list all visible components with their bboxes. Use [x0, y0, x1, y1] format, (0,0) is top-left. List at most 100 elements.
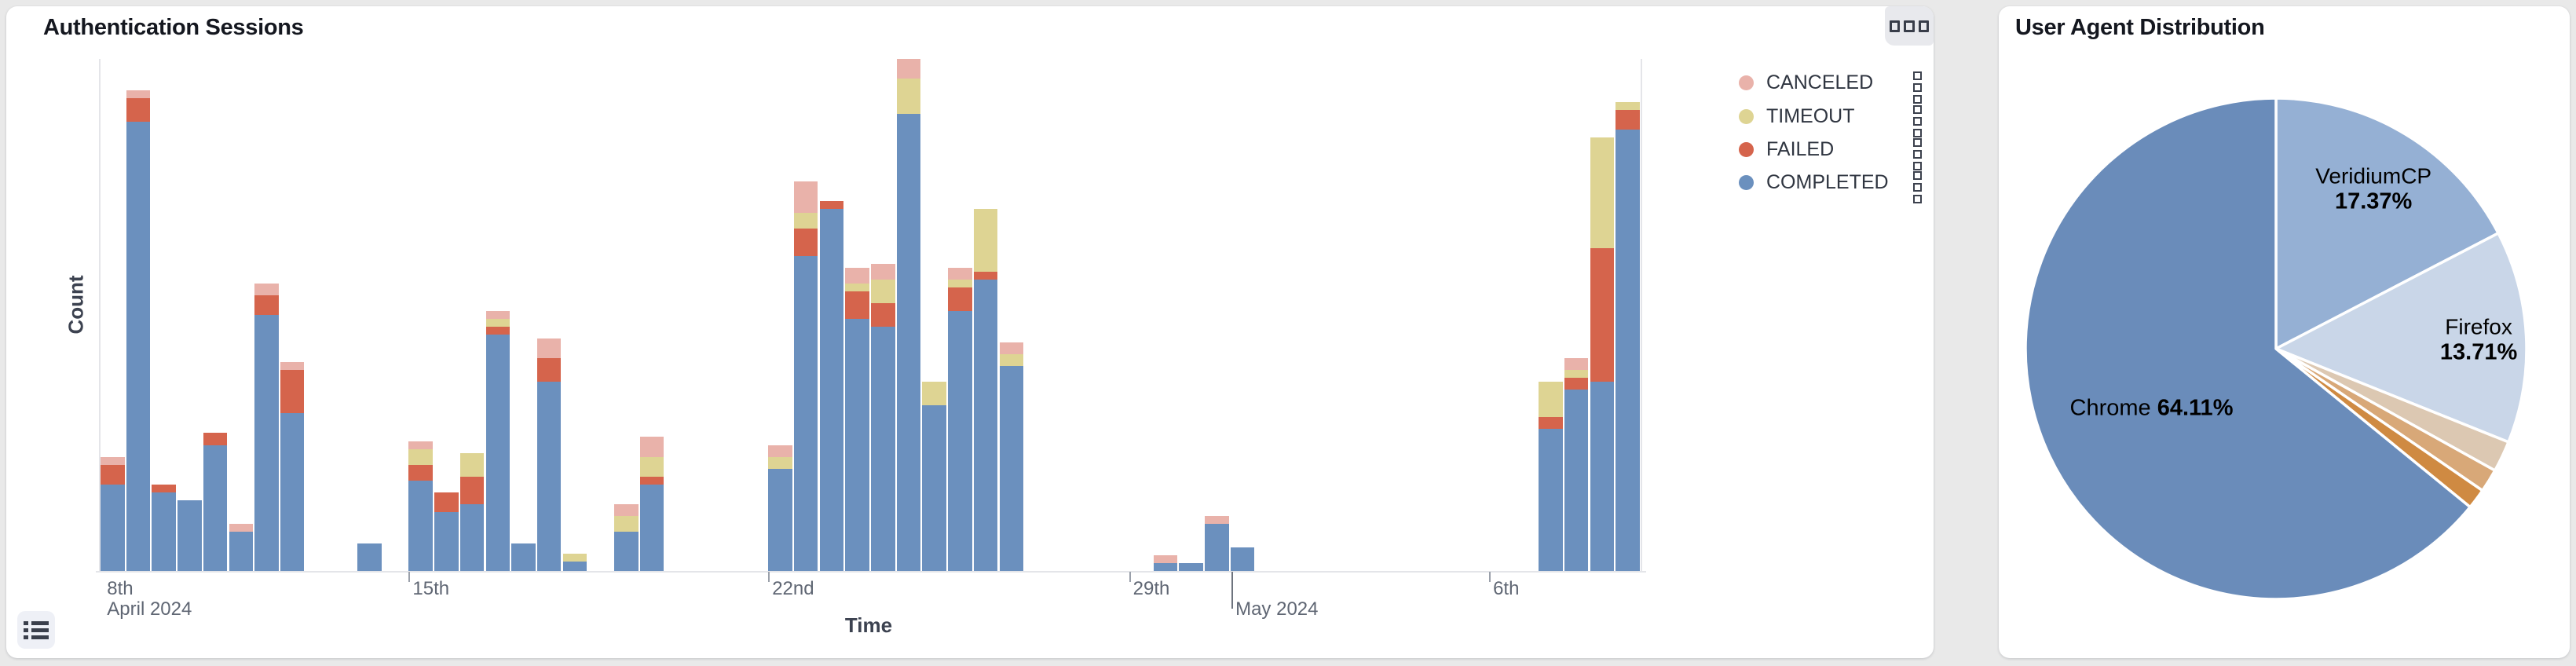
bar-segment-completed[interactable]	[562, 561, 587, 571]
bar-segment-timeout[interactable]	[1590, 137, 1615, 248]
legend-item-canceled[interactable]: CANCELED	[1739, 71, 1873, 93]
bar-segment-failed[interactable]	[126, 98, 151, 123]
bar-segment-timeout[interactable]	[948, 279, 972, 287]
bar-segment-canceled[interactable]	[845, 267, 869, 284]
bar-segment-completed[interactable]	[203, 445, 228, 571]
bar-segment-failed[interactable]	[819, 200, 844, 209]
bar-segment-canceled[interactable]	[485, 311, 510, 320]
bar-segment-canceled[interactable]	[1205, 515, 1229, 524]
show-data-table-button[interactable]	[17, 611, 55, 649]
bar-segment-failed[interactable]	[280, 370, 305, 414]
bar-segment-canceled[interactable]	[408, 441, 433, 449]
bar-segment-failed[interactable]	[485, 327, 510, 335]
bar-segment-timeout[interactable]	[485, 319, 510, 328]
bar-segment-timeout[interactable]	[1564, 370, 1589, 379]
bar-segment-completed[interactable]	[1179, 562, 1203, 571]
bar-segment-canceled[interactable]	[614, 503, 639, 516]
legend-drag-handle[interactable]	[1913, 71, 1922, 104]
bar-segment-failed[interactable]	[1590, 247, 1615, 382]
bar-segment-failed[interactable]	[973, 271, 998, 280]
bar-segment-completed[interactable]	[1564, 390, 1589, 571]
legend-drag-handle[interactable]	[1913, 105, 1922, 137]
bar-segment-completed[interactable]	[101, 484, 125, 571]
bar-segment-completed[interactable]	[639, 484, 664, 571]
bar-segment-timeout[interactable]	[999, 354, 1023, 367]
bar-segment-timeout[interactable]	[408, 448, 433, 465]
bar-segment-completed[interactable]	[177, 500, 202, 571]
bar-segment-completed[interactable]	[948, 311, 972, 571]
bar-segment-timeout[interactable]	[768, 456, 792, 469]
bar-segment-timeout[interactable]	[562, 553, 587, 562]
bar-segment-failed[interactable]	[793, 228, 818, 256]
pie-slice-firefox[interactable]	[2274, 232, 2528, 444]
bar-segment-failed[interactable]	[152, 484, 176, 492]
bar-segment-completed[interactable]	[408, 480, 433, 571]
legend-item-completed[interactable]: COMPLETED	[1739, 171, 1889, 193]
bar-segment-timeout[interactable]	[922, 382, 946, 406]
bar-segment-canceled[interactable]	[536, 338, 562, 359]
bar-segment-completed[interactable]	[254, 315, 279, 571]
bar-segment-completed[interactable]	[845, 319, 869, 571]
bar-segment-completed[interactable]	[357, 543, 382, 571]
bar-segment-completed[interactable]	[536, 382, 562, 571]
bar-segment-failed[interactable]	[1564, 378, 1589, 390]
bar-segment-failed[interactable]	[1539, 417, 1563, 430]
bar-segment-completed[interactable]	[1539, 429, 1563, 571]
legend-item-failed[interactable]: FAILED	[1739, 138, 1834, 160]
bar-segment-timeout[interactable]	[973, 208, 998, 272]
bar-segment-canceled[interactable]	[1564, 358, 1589, 371]
bar-segment-timeout[interactable]	[459, 452, 485, 477]
bar-segment-completed[interactable]	[1205, 523, 1229, 571]
bar-segment-timeout[interactable]	[1539, 382, 1563, 418]
bar-segment-canceled[interactable]	[896, 59, 921, 79]
bar-segment-completed[interactable]	[434, 511, 459, 571]
bar-segment-canceled[interactable]	[948, 267, 972, 280]
bar-segment-timeout[interactable]	[1615, 102, 1640, 111]
bar-segment-canceled[interactable]	[254, 283, 279, 295]
bar-segment-failed[interactable]	[639, 476, 664, 485]
bar-segment-completed[interactable]	[152, 492, 176, 571]
bar-segment-timeout[interactable]	[871, 279, 895, 303]
bar-segment-completed[interactable]	[999, 366, 1023, 571]
bar-segment-failed[interactable]	[254, 295, 279, 315]
bar-segment-failed[interactable]	[408, 464, 433, 481]
bar-segment-timeout[interactable]	[896, 79, 921, 115]
bar-segment-completed[interactable]	[973, 279, 998, 571]
bar-segment-failed[interactable]	[1615, 110, 1640, 130]
bar-segment-completed[interactable]	[459, 503, 485, 571]
bar-segment-canceled[interactable]	[999, 342, 1023, 355]
bar-segment-failed[interactable]	[845, 291, 869, 320]
bar-segment-failed[interactable]	[871, 302, 895, 328]
bar-segment-canceled[interactable]	[768, 445, 792, 457]
bar-segment-failed[interactable]	[948, 287, 972, 311]
bar-segment-canceled[interactable]	[280, 362, 305, 371]
bar-segment-completed[interactable]	[1615, 130, 1640, 571]
bar-segment-failed[interactable]	[434, 492, 459, 512]
bar-segment-failed[interactable]	[203, 433, 228, 445]
pie-slice-chrome[interactable]	[2024, 97, 2472, 601]
bar-segment-completed[interactable]	[871, 327, 895, 571]
bar-segment-completed[interactable]	[793, 255, 818, 571]
bar-segment-timeout[interactable]	[614, 515, 639, 532]
bar-segment-completed[interactable]	[1590, 382, 1615, 571]
bar-segment-completed[interactable]	[819, 208, 844, 571]
legend-drag-handle[interactable]	[1913, 138, 1922, 170]
bar-segment-canceled[interactable]	[101, 456, 125, 465]
bar-segment-completed[interactable]	[126, 122, 151, 571]
card-options-button[interactable]	[1885, 6, 1934, 46]
bar-segment-canceled[interactable]	[639, 437, 664, 457]
bar-segment-canceled[interactable]	[871, 263, 895, 280]
bar-segment-completed[interactable]	[768, 468, 792, 571]
legend-drag-handle[interactable]	[1913, 171, 1922, 203]
bar-segment-completed[interactable]	[614, 531, 639, 571]
bar-segment-timeout[interactable]	[845, 283, 869, 291]
bar-segment-canceled[interactable]	[126, 90, 151, 99]
bar-segment-timeout[interactable]	[639, 456, 664, 477]
bar-segment-completed[interactable]	[229, 531, 253, 571]
bar-segment-completed[interactable]	[511, 543, 536, 571]
bar-segment-completed[interactable]	[922, 405, 946, 571]
bar-segment-completed[interactable]	[1230, 547, 1255, 571]
pie-slice-veridiumcp[interactable]	[2274, 97, 2500, 350]
bar-segment-completed[interactable]	[1153, 562, 1178, 571]
bar-segment-completed[interactable]	[485, 335, 510, 571]
